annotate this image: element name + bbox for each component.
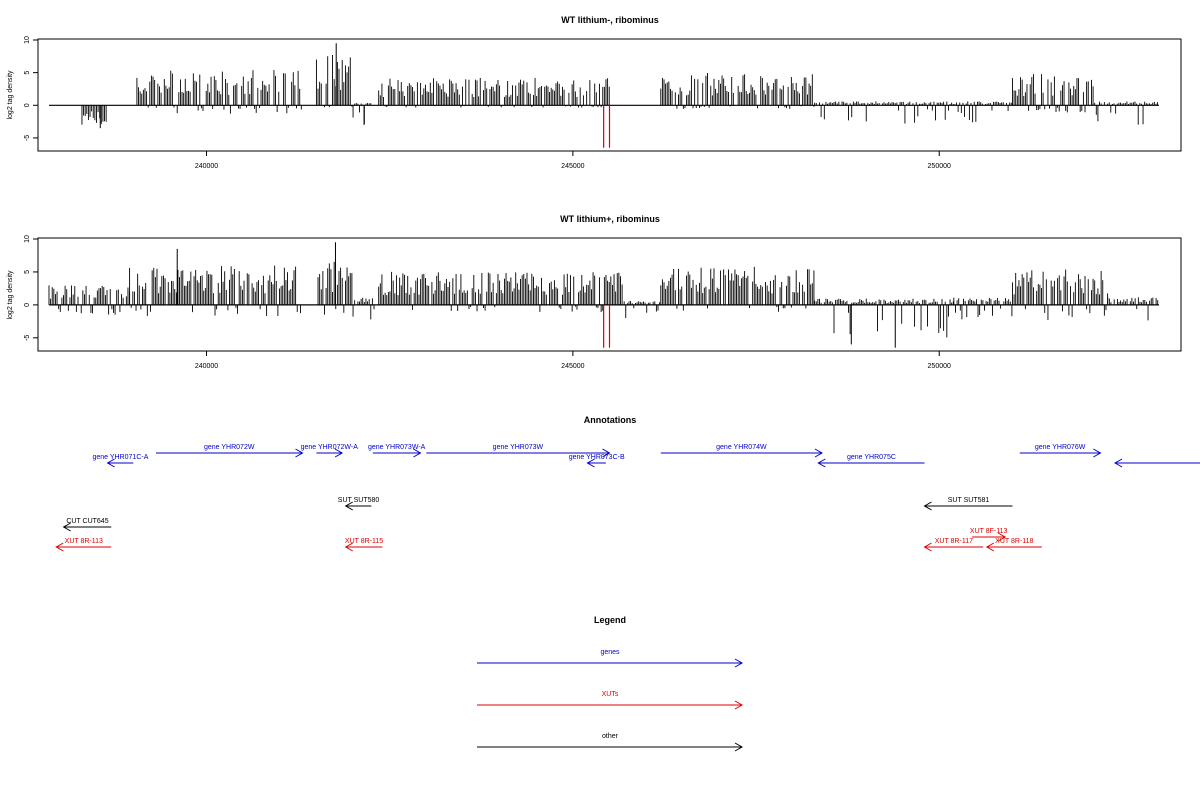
annotation-feature: SUT SUT580 [338,497,380,511]
panel-title: WT lithium-, ribominus [561,15,659,25]
legend: Legend genes XUTs other [477,615,744,752]
arrow-head-icon [295,448,304,458]
annotation-feature: XUT 8R-115 [344,538,383,552]
annotation-feature [1114,458,1200,468]
y-axis-label: log2 tag density [7,70,14,120]
y-tick-label: 5 [24,71,31,75]
feature-label: gene YHR076W [1035,444,1086,451]
annotations-title: Annotations [584,415,637,425]
feature-label: XUT 8R-115 [345,538,383,545]
y-axis-label: log2 tag density [7,270,14,320]
legend-label: XUTs [602,691,619,698]
x-tick-label: 250000 [928,363,951,370]
feature-label: CUT CUT645 [66,518,108,525]
signal-bars [48,43,1160,129]
arrow-head-icon [413,448,422,458]
arrow-head-icon [1114,458,1123,468]
y-tick-label: -5 [24,335,31,341]
arrow-head-icon [344,501,353,511]
arrow-head-icon [1093,448,1102,458]
feature-label: gene YHR073C-B [569,454,625,461]
y-tick-label: 0 [24,103,31,107]
feature-label: SUT SUT581 [948,497,990,504]
x-axis: 240000 245000 250000 [195,351,951,370]
feature-label: XUT 8R-113 [65,538,103,545]
legend-label: genes [600,649,620,656]
arrow-head-icon [344,542,353,552]
arrow-head-icon [62,522,71,532]
feature-label: gene YHR072W [204,444,255,451]
arrow-head-icon [602,448,611,458]
legend-entry: other [477,733,744,752]
x-tick-label: 250000 [928,163,951,170]
feature-label: XUT 8F-113 [970,528,1008,535]
annotation-features: gene YHR072W gene YHR072W-A gene YHR073W-A… [55,444,1200,552]
x-tick-label: 245000 [561,363,584,370]
feature-label: SUT SUT580 [338,497,380,504]
feature-label: gene YHR071C-A [92,454,148,461]
annotation-feature: gene YHR076W [1019,444,1102,458]
x-axis: 240000 245000 250000 [195,151,951,170]
feature-label: gene YHR075C [847,454,896,461]
legend-entry: XUTs [477,691,744,710]
legend-entries: genes XUTs other [477,649,744,752]
annotation-feature: gene YHR073W-A [368,444,426,458]
legend-label: other [602,733,619,740]
y-tick-label: 0 [24,303,31,307]
feature-label: gene YHR073W [493,444,544,451]
annotation-feature: gene YHR075C [817,454,925,468]
arrow-head-icon [997,532,1007,542]
legend-title: Legend [594,615,626,625]
feature-label: gene YHR073W-A [368,444,426,451]
annotation-feature: XUT 8F-113 [970,528,1008,542]
y-tick-label: 5 [24,270,31,274]
annotation-feature: gene YHR072W [155,444,304,458]
x-tick-label: 245000 [561,163,584,170]
track-panel-lithium-plus: WT lithium+, ribominus log2 tag density … [7,214,1182,370]
position-markers [603,105,611,148]
feature-label: XUT 8R-117 [935,538,973,545]
position-markers [603,304,611,348]
arrow-head-icon [734,700,744,710]
arrow-head-icon [734,742,744,752]
arrow-head-icon [334,448,344,458]
y-tick-label: 10 [24,235,31,243]
panel-title: WT lithium+, ribominus [560,214,660,224]
annotation-feature: gene YHR073C-B [569,454,625,468]
annotation-feature: XUT 8R-118 [985,538,1042,552]
annotation-feature: gene YHR074W [660,444,823,458]
arrow-head-icon [923,542,932,552]
track-panel-lithium-minus: WT lithium-, ribominus log2 tag density … [7,15,1182,170]
annotation-feature: gene YHR071C-A [92,454,149,468]
y-tick-label: 10 [24,36,31,44]
feature-label: XUT 8R-118 [995,538,1033,545]
arrow-head-icon [923,501,932,511]
arrow-head-icon [734,658,744,668]
y-axis: 10 5 0 -5 [24,235,39,341]
annotation-feature: XUT 8R-113 [55,538,112,552]
y-tick-label: -5 [24,135,31,141]
annotation-feature: gene YHR073W [426,444,611,458]
x-tick-label: 240000 [195,163,218,170]
arrow-head-icon [106,458,115,468]
annotation-feature: XUT 8R-117 [923,538,984,552]
arrow-head-icon [817,458,826,468]
annotations-track: Annotations gene YHR072W gene YHR072W-A ge… [55,415,1200,552]
arrow-head-icon [55,542,64,552]
legend-entry: genes [477,649,744,668]
arrow-head-icon [586,458,595,468]
signal-bars [48,242,1160,348]
x-tick-label: 240000 [195,363,218,370]
arrow-head-icon [814,448,823,458]
feature-label: gene YHR072W-A [301,444,359,451]
feature-label: gene YHR074W [716,444,767,451]
annotation-feature: CUT CUT645 [62,518,112,532]
annotation-feature: SUT SUT581 [923,497,1013,511]
annotation-feature: gene YHR072W-A [301,444,359,458]
arrow-head-icon [985,542,995,552]
y-axis: 10 5 0 -5 [24,36,39,141]
